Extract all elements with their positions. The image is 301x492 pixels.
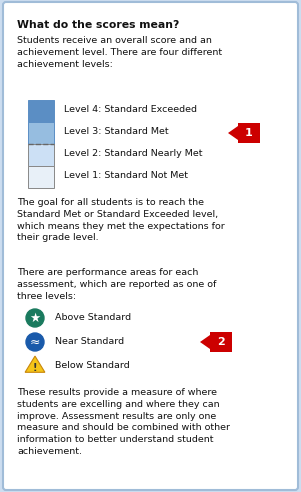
Text: Level 2: Standard Nearly Met: Level 2: Standard Nearly Met	[64, 150, 203, 158]
Text: 2: 2	[217, 337, 225, 347]
Text: Level 4: Standard Exceeded: Level 4: Standard Exceeded	[64, 105, 197, 115]
Circle shape	[26, 333, 44, 351]
Text: 1: 1	[245, 128, 253, 138]
Text: The goal for all students is to reach the
Standard Met or Standard Exceeded leve: The goal for all students is to reach th…	[17, 198, 225, 243]
FancyBboxPatch shape	[3, 2, 298, 490]
Text: ★: ★	[29, 311, 41, 325]
Text: These results provide a measure of where
students are excelling and where they c: These results provide a measure of where…	[17, 388, 230, 456]
Text: ≈: ≈	[30, 336, 40, 348]
Bar	[238, 123, 260, 143]
Text: There are performance areas for each
assessment, which are reported as one of
th: There are performance areas for each ass…	[17, 268, 216, 301]
Text: Above Standard: Above Standard	[55, 313, 131, 322]
Bar	[28, 122, 54, 144]
Text: Level 3: Standard Met: Level 3: Standard Met	[64, 127, 169, 136]
Bar	[28, 166, 54, 188]
Polygon shape	[25, 356, 45, 372]
Circle shape	[26, 309, 44, 327]
Bar	[210, 332, 232, 352]
Polygon shape	[228, 126, 238, 140]
Text: Students receive an overall score and an
achievement level. There are four diffe: Students receive an overall score and an…	[17, 36, 222, 68]
Bar	[28, 100, 54, 122]
Bar	[28, 144, 54, 166]
Text: Below Standard: Below Standard	[55, 361, 130, 370]
Text: What do the scores mean?: What do the scores mean?	[17, 20, 179, 30]
Text: !: !	[33, 363, 37, 373]
Polygon shape	[200, 335, 210, 349]
Text: Near Standard: Near Standard	[55, 337, 124, 346]
Text: Level 1: Standard Not Met: Level 1: Standard Not Met	[64, 172, 188, 181]
